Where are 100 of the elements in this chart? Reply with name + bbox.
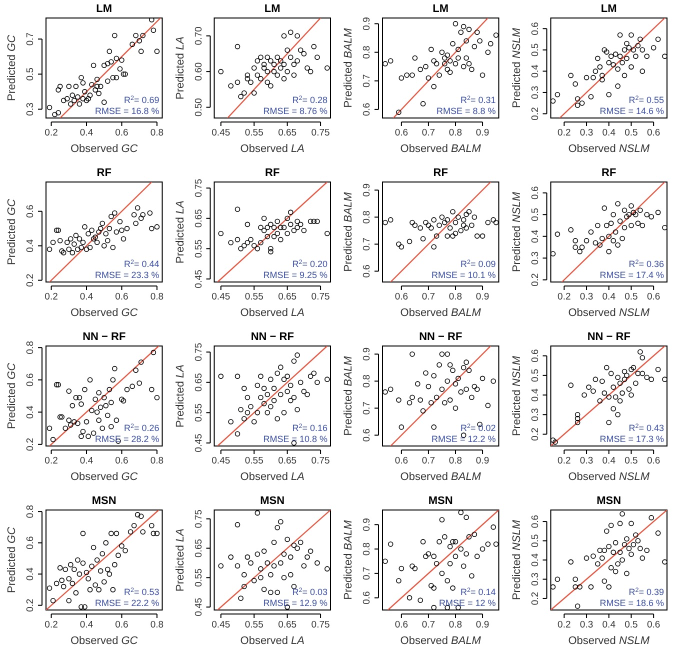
point — [456, 46, 461, 52]
point — [606, 234, 612, 239]
point — [308, 548, 314, 554]
point — [469, 66, 474, 72]
point — [258, 240, 264, 246]
point — [70, 580, 76, 586]
point — [460, 364, 466, 370]
point — [76, 101, 82, 107]
point — [464, 360, 469, 365]
point — [431, 84, 437, 90]
x-tick-label: 0.55 — [244, 292, 264, 303]
x-tick-label: 0.4 — [602, 620, 616, 631]
point — [626, 45, 632, 50]
point — [447, 70, 453, 75]
point — [602, 578, 608, 584]
point — [460, 217, 466, 222]
y-tick-label: 0.8 — [362, 374, 373, 388]
y-axis-title: Predicted BALM — [342, 27, 354, 108]
point — [622, 542, 628, 548]
point — [101, 579, 107, 585]
y-tick-label: 0.75 — [193, 510, 204, 528]
point — [452, 381, 458, 386]
point — [458, 546, 464, 552]
point — [640, 370, 646, 376]
point — [485, 50, 491, 55]
point — [149, 18, 154, 22]
x-tick-label: 0.9 — [476, 128, 490, 139]
point — [268, 404, 274, 410]
point — [271, 563, 277, 569]
point — [94, 240, 100, 245]
point — [460, 432, 466, 438]
point — [298, 380, 304, 386]
point — [606, 92, 612, 98]
annotation: R$^{2}$= 0.69 — [124, 94, 160, 105]
point — [138, 359, 144, 365]
point — [610, 238, 616, 244]
point — [284, 388, 290, 394]
point — [442, 61, 448, 66]
point — [439, 214, 445, 220]
point — [469, 573, 474, 579]
point — [59, 414, 65, 420]
point — [82, 224, 88, 230]
point — [469, 222, 474, 228]
point — [602, 205, 608, 211]
point — [96, 587, 102, 592]
point — [434, 233, 440, 239]
y-tick-label: 0.55 — [193, 403, 204, 422]
y-tick-label: 0.70 — [193, 26, 204, 46]
point — [420, 101, 426, 106]
point — [154, 394, 160, 400]
point — [577, 584, 582, 590]
point — [600, 236, 605, 242]
point — [136, 380, 142, 386]
point — [398, 424, 404, 430]
chart-title: MSN — [260, 495, 285, 507]
point — [662, 559, 667, 565]
point — [268, 572, 274, 578]
point — [428, 46, 434, 52]
point — [274, 54, 280, 60]
point — [550, 584, 556, 590]
point — [104, 60, 110, 66]
point — [92, 87, 98, 93]
point — [134, 512, 140, 518]
point — [442, 534, 448, 540]
point — [120, 71, 126, 77]
point — [244, 554, 250, 560]
point — [624, 40, 630, 46]
point — [572, 576, 578, 582]
y-tick-label: 0.8 — [25, 504, 36, 518]
point — [592, 376, 598, 382]
point — [248, 560, 254, 566]
point — [284, 47, 290, 53]
annotation: RMSE = 14.6 % — [600, 106, 664, 116]
x-axis-title: Observed NSLM — [568, 471, 650, 483]
point — [610, 384, 616, 390]
point — [608, 220, 614, 226]
point — [110, 377, 116, 383]
x-axis-title: Observed NSLM — [568, 635, 650, 647]
point — [628, 552, 634, 557]
point — [234, 44, 240, 50]
x-tick-label: 0.4 — [80, 456, 94, 467]
point — [89, 228, 94, 233]
y-tick-label: 0.5 — [25, 68, 36, 81]
point — [610, 550, 616, 555]
annotation: R$^{2}$= 0.31 — [460, 94, 496, 105]
point — [261, 62, 267, 68]
x-axis-title: Observed NSLM — [568, 143, 650, 155]
y-tick-label: 0.8 — [362, 210, 373, 224]
point — [114, 56, 120, 62]
point — [92, 234, 98, 240]
point — [600, 77, 605, 82]
point — [114, 530, 120, 536]
point — [406, 400, 412, 406]
point — [420, 408, 426, 414]
chart-title: LM — [264, 3, 280, 15]
point — [396, 578, 402, 584]
y-tick-label: 0.2 — [530, 428, 541, 441]
point — [311, 370, 317, 376]
point — [450, 41, 456, 46]
point — [84, 570, 90, 576]
